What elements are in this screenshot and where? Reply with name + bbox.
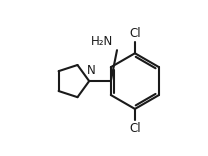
Text: H₂N: H₂N: [91, 35, 113, 48]
Text: Cl: Cl: [129, 122, 141, 135]
Text: Cl: Cl: [129, 27, 141, 40]
Text: N: N: [87, 64, 96, 77]
